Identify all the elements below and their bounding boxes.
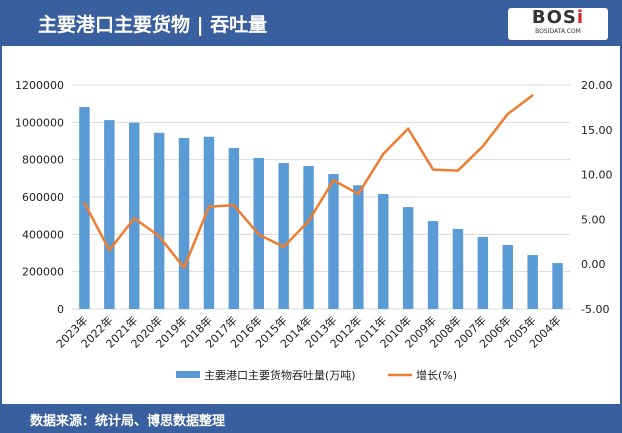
growth-point [332,179,335,182]
header-bar: 主要港口主要货物 | 吞吐量 BOSi BOSIDATA.COM [0,0,622,46]
left-axis-tick: 1200000 [15,79,64,92]
bar [502,244,513,309]
growth-point [307,220,310,223]
bar [328,174,339,309]
left-axis-tick: 0 [57,303,64,316]
page-title: 主要港口主要货物 | 吞吐量 [38,14,268,36]
bar [427,221,439,309]
right-axis-tick: 20.00 [581,79,613,92]
bosi-logo: BOSi BOSIDATA.COM [508,8,608,40]
bar [303,166,314,309]
left-axis-tick: 1000000 [15,116,64,129]
bar [79,107,90,309]
logo-sub: BOSIDATA.COM [535,28,581,35]
logo-text: BOSi [531,7,585,28]
growth-point [108,249,111,252]
bar [452,228,464,309]
growth-point [382,152,385,155]
footer-bar: 数据来源：统计局、博思数据整理 [0,404,622,433]
growth-point [432,168,435,171]
left-axis-tick: 800000 [22,154,64,167]
right-axis-tick: -5.00 [581,303,609,316]
growth-point [531,94,534,97]
left-axis-tick: 600000 [22,191,64,204]
bar [378,194,389,309]
right-axis-tick: 10.00 [581,169,613,182]
growth-point [257,233,260,236]
legend: 主要港口主要货物吞吐量(万吨) 增长(%) [176,368,457,382]
growth-point [357,192,360,195]
bar [178,138,190,309]
legend-bar-label: 主要港口主要货物吞吐量(万吨) [204,368,356,382]
bar [527,255,538,309]
right-axis-tick: 0.00 [581,258,606,271]
bar [153,132,165,309]
left-axis-tick: 400000 [22,228,64,241]
bar [552,263,563,309]
bar [353,185,364,309]
bar [228,148,240,309]
bar [104,120,115,310]
bar [278,163,289,309]
growth-point [506,112,509,115]
left-axis-tick: 200000 [22,266,64,279]
growth-point [481,145,484,148]
growth-point [158,235,161,238]
growth-point [232,204,235,207]
growth-point [407,127,410,130]
right-axis-tick: 5.00 [581,213,606,226]
legend-line-label: 增长(%) [416,368,457,382]
bar [402,207,414,309]
growth-point [133,217,136,220]
bar [203,136,215,309]
legend-bar-swatch [176,371,200,378]
growth-point [456,169,459,172]
data-source: 数据来源：统计局、博思数据整理 [30,414,226,429]
bar [477,236,489,309]
growth-point [207,205,210,208]
bar [129,122,140,309]
growth-point [83,201,86,204]
growth-point [183,266,186,269]
growth-point [282,245,285,248]
right-axis-tick: 15.00 [581,124,613,137]
